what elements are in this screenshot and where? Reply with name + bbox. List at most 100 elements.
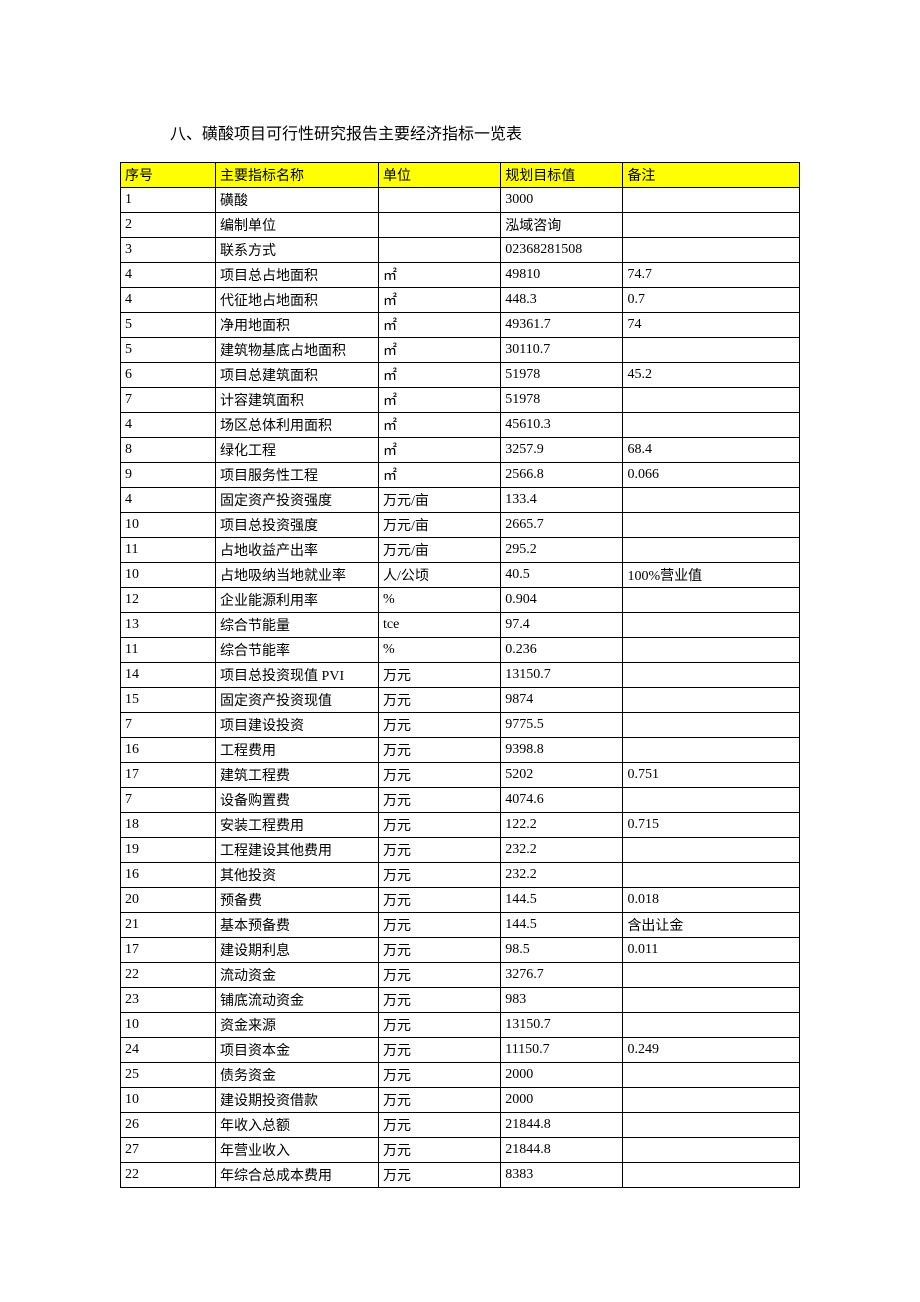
table-cell: ㎡ xyxy=(379,313,501,338)
table-row: 11综合节能率%0.236 xyxy=(121,638,800,663)
table-cell: 基本预备费 xyxy=(216,913,379,938)
table-cell: 建筑工程费 xyxy=(216,763,379,788)
table-row: 5净用地面积㎡49361.774 xyxy=(121,313,800,338)
table-cell: ㎡ xyxy=(379,438,501,463)
table-cell: 2566.8 xyxy=(501,463,623,488)
table-cell xyxy=(623,688,800,713)
table-cell: 建设期投资借款 xyxy=(216,1088,379,1113)
table-cell: 27 xyxy=(121,1138,216,1163)
table-row: 10建设期投资借款万元2000 xyxy=(121,1088,800,1113)
table-cell: 项目总投资强度 xyxy=(216,513,379,538)
table-cell: % xyxy=(379,638,501,663)
table-cell xyxy=(623,1013,800,1038)
table-cell: 项目总投资现值 PVI xyxy=(216,663,379,688)
table-row: 7设备购置费万元4074.6 xyxy=(121,788,800,813)
table-cell xyxy=(623,713,800,738)
table-cell xyxy=(623,588,800,613)
table-cell: 万元 xyxy=(379,663,501,688)
table-cell xyxy=(623,488,800,513)
table-cell: 12 xyxy=(121,588,216,613)
table-cell: 25 xyxy=(121,1063,216,1088)
table-cell xyxy=(623,213,800,238)
table-cell: 11 xyxy=(121,638,216,663)
table-cell xyxy=(623,388,800,413)
table-row: 23铺底流动资金万元983 xyxy=(121,988,800,1013)
table-row: 21基本预备费万元144.5含出让金 xyxy=(121,913,800,938)
table-cell: 万元 xyxy=(379,763,501,788)
table-cell xyxy=(623,663,800,688)
table-cell: 3000 xyxy=(501,188,623,213)
table-cell: 2665.7 xyxy=(501,513,623,538)
table-cell: 3257.9 xyxy=(501,438,623,463)
table-row: 26年收入总额万元21844.8 xyxy=(121,1113,800,1138)
table-cell: ㎡ xyxy=(379,363,501,388)
table-cell: 51978 xyxy=(501,388,623,413)
table-cell: 占地收益产出率 xyxy=(216,538,379,563)
table-cell: 建设期利息 xyxy=(216,938,379,963)
table-row: 6项目总建筑面积㎡5197845.2 xyxy=(121,363,800,388)
table-cell: 232.2 xyxy=(501,838,623,863)
table-cell: 万元 xyxy=(379,1138,501,1163)
table-cell: 3276.7 xyxy=(501,963,623,988)
table-cell xyxy=(623,788,800,813)
table-body: 1磺酸30002编制单位泓域咨询3联系方式023682815084项目总占地面积… xyxy=(121,188,800,1188)
table-cell: 万元 xyxy=(379,1063,501,1088)
table-cell: 万元 xyxy=(379,1013,501,1038)
table-cell xyxy=(379,238,501,263)
table-cell: 19 xyxy=(121,838,216,863)
table-cell: 49810 xyxy=(501,263,623,288)
table-cell: 万元 xyxy=(379,1038,501,1063)
table-row: 16工程费用万元9398.8 xyxy=(121,738,800,763)
table-cell: 0.904 xyxy=(501,588,623,613)
table-cell: 4 xyxy=(121,263,216,288)
table-cell: tce xyxy=(379,613,501,638)
table-cell: 万元 xyxy=(379,863,501,888)
table-cell: 45610.3 xyxy=(501,413,623,438)
table-row: 2编制单位泓域咨询 xyxy=(121,213,800,238)
table-cell: 13150.7 xyxy=(501,663,623,688)
table-cell: 448.3 xyxy=(501,288,623,313)
table-cell: ㎡ xyxy=(379,338,501,363)
table-cell xyxy=(623,513,800,538)
table-cell: 22 xyxy=(121,963,216,988)
table-row: 10占地吸纳当地就业率人/公顷40.5100%营业值 xyxy=(121,563,800,588)
table-cell: 综合节能率 xyxy=(216,638,379,663)
table-cell: 年综合总成本费用 xyxy=(216,1163,379,1188)
table-cell: 项目总占地面积 xyxy=(216,263,379,288)
table-cell: 项目总建筑面积 xyxy=(216,363,379,388)
table-cell: 1 xyxy=(121,188,216,213)
table-row: 18安装工程费用万元122.20.715 xyxy=(121,813,800,838)
table-row: 15固定资产投资现值万元9874 xyxy=(121,688,800,713)
table-cell: 30110.7 xyxy=(501,338,623,363)
table-cell: 净用地面积 xyxy=(216,313,379,338)
table-cell: 其他投资 xyxy=(216,863,379,888)
table-cell: 预备费 xyxy=(216,888,379,913)
table-cell: 绿化工程 xyxy=(216,438,379,463)
table-row: 8绿化工程㎡3257.968.4 xyxy=(121,438,800,463)
table-cell xyxy=(623,738,800,763)
table-cell: 磺酸 xyxy=(216,188,379,213)
table-cell: 万元 xyxy=(379,813,501,838)
table-cell: 4 xyxy=(121,288,216,313)
table-cell: 98.5 xyxy=(501,938,623,963)
table-cell xyxy=(623,1063,800,1088)
table-cell: 资金来源 xyxy=(216,1013,379,1038)
table-cell: 年营业收入 xyxy=(216,1138,379,1163)
table-row: 27年营业收入万元21844.8 xyxy=(121,1138,800,1163)
table-cell: 项目建设投资 xyxy=(216,713,379,738)
table-cell: 年收入总额 xyxy=(216,1113,379,1138)
col-header-seq: 序号 xyxy=(121,163,216,188)
table-cell: 0.249 xyxy=(623,1038,800,1063)
table-cell xyxy=(623,338,800,363)
table-cell: 万元 xyxy=(379,1163,501,1188)
table-cell: 5 xyxy=(121,313,216,338)
table-cell xyxy=(623,1163,800,1188)
table-cell: 122.2 xyxy=(501,813,623,838)
table-cell: 4074.6 xyxy=(501,788,623,813)
col-header-value: 规划目标值 xyxy=(501,163,623,188)
table-cell: 7 xyxy=(121,388,216,413)
table-cell: ㎡ xyxy=(379,288,501,313)
table-cell: 计容建筑面积 xyxy=(216,388,379,413)
table-cell: 21844.8 xyxy=(501,1113,623,1138)
table-cell: 100%营业值 xyxy=(623,563,800,588)
